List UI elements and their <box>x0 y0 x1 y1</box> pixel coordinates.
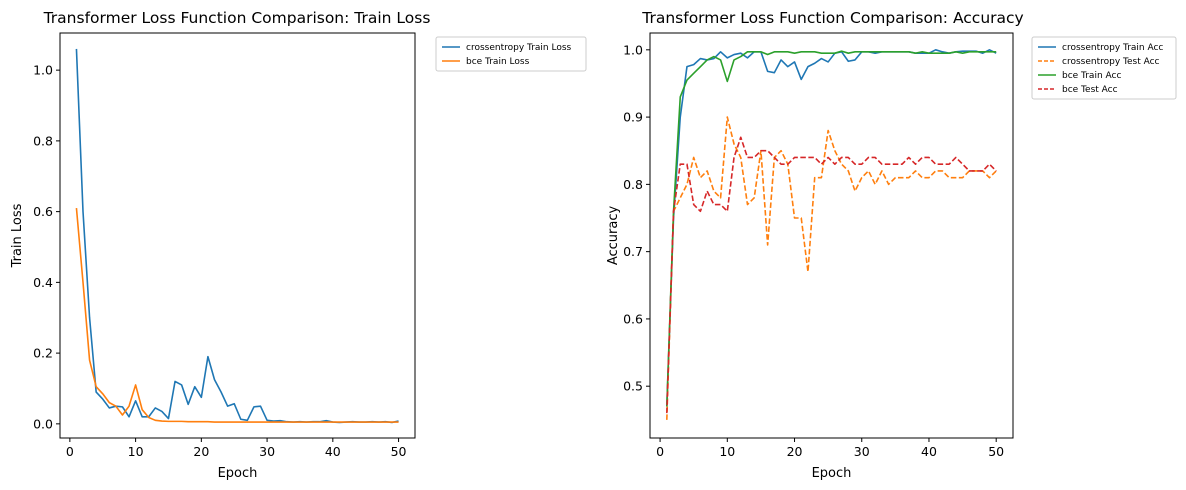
y-axis-label: Accuracy <box>606 206 621 266</box>
x-tick-label: 10 <box>128 444 144 459</box>
y-tick-label: 0.4 <box>33 275 53 290</box>
y-tick-label: 1.0 <box>623 42 643 57</box>
y-tick-label: 0.6 <box>623 311 643 326</box>
legend-label: bce Test Acc <box>1062 85 1118 95</box>
legend-label: crossentropy Train Loss <box>466 43 572 53</box>
series-line-2 <box>666 50 997 407</box>
y-tick-label: 1.0 <box>33 63 53 78</box>
axes-frame <box>59 32 416 439</box>
x-tick-label: 50 <box>391 444 407 459</box>
x-tick-label: 10 <box>719 444 735 459</box>
series-line-0 <box>666 49 997 407</box>
y-tick-label: 0.8 <box>33 133 53 148</box>
plot-area <box>666 49 997 420</box>
y-tick-label: 0.8 <box>623 177 643 192</box>
legend-label: crossentropy Test Acc <box>1062 57 1160 67</box>
y-axis-ticks: 0.0 0.2 0.4 0.6 0.8 1.0 <box>33 63 60 431</box>
x-tick-label: 40 <box>921 444 937 459</box>
x-tick-label: 40 <box>325 444 341 459</box>
x-tick-label: 30 <box>854 444 870 459</box>
y-tick-label: 0.6 <box>33 204 53 219</box>
y-tick-label: 0.2 <box>33 346 53 361</box>
x-tick-label: 0 <box>66 444 74 459</box>
y-tick-label: 0.5 <box>623 379 643 394</box>
train-loss-chart: Transformer Loss Function Comparison: Tr… <box>10 9 587 481</box>
chart-title: Transformer Loss Function Comparison: Ac… <box>641 9 1023 27</box>
x-tick-label: 30 <box>259 444 275 459</box>
x-axis-label: Epoch <box>218 466 258 481</box>
legend-label: bce Train Acc <box>1062 71 1121 81</box>
axes-frame <box>649 32 1014 439</box>
series-line-1 <box>666 116 997 420</box>
legend-box <box>1031 36 1177 100</box>
series-line-3 <box>666 136 997 414</box>
x-tick-label: 20 <box>193 444 209 459</box>
y-tick-label: 0.7 <box>623 244 643 259</box>
y-tick-label: 0.0 <box>33 416 53 431</box>
x-tick-label: 20 <box>787 444 803 459</box>
y-tick-label: 0.9 <box>623 110 643 125</box>
legend-box <box>435 36 587 72</box>
chart-title: Transformer Loss Function Comparison: Tr… <box>43 9 431 27</box>
y-axis-label: Train Loss <box>10 203 25 268</box>
legend-label: bce Train Loss <box>466 57 530 67</box>
legend: crossentropy Train Loss bce Train Loss <box>435 36 587 72</box>
x-tick-label: 0 <box>656 444 664 459</box>
x-tick-label: 50 <box>988 444 1004 459</box>
legend: crossentropy Train Acc crossentropy Test … <box>1031 36 1177 100</box>
legend-label: crossentropy Train Acc <box>1062 43 1163 53</box>
series-line-1 <box>75 208 399 423</box>
x-axis-ticks: 0 10 20 30 40 50 <box>66 438 407 459</box>
plot-area <box>75 48 399 424</box>
accuracy-chart: Transformer Loss Function Comparison: Ac… <box>606 9 1177 481</box>
y-axis-ticks: 0.5 0.6 0.7 0.8 0.9 1.0 <box>623 42 650 394</box>
x-axis-label: Epoch <box>812 466 852 481</box>
x-axis-ticks: 0 10 20 30 40 50 <box>656 438 1004 459</box>
